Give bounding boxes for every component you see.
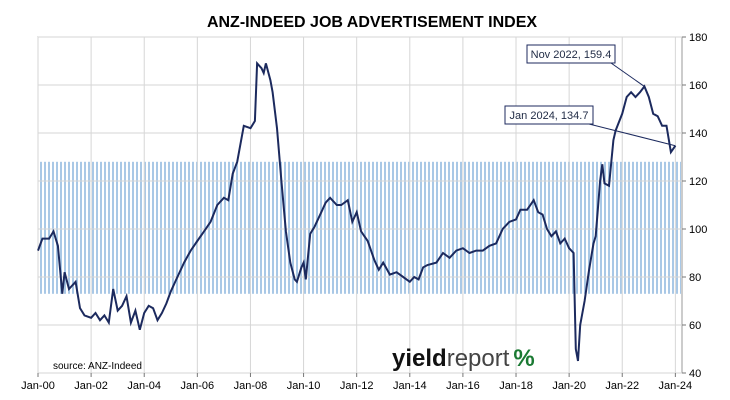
- x-tick-label: Jan-18: [499, 380, 533, 392]
- source-note: source: ANZ-Indeed: [53, 361, 142, 372]
- series-line: [37, 60, 677, 362]
- annotation-leader: [588, 123, 676, 147]
- annotation-label: Nov 2022, 159.4: [531, 49, 612, 61]
- x-tick-label: Jan-08: [234, 380, 268, 392]
- chart-title: ANZ-INDEED JOB ADVERTISEMENT INDEX: [207, 14, 537, 31]
- y-tick-label: 140: [689, 128, 707, 140]
- x-tick-label: Jan-16: [446, 380, 480, 392]
- y-tick-label: 180: [689, 32, 707, 44]
- annotation-box: [526, 44, 616, 64]
- y-tick-label: 160: [689, 80, 707, 92]
- annotation-callout: Nov 2022, 159.4: [526, 44, 645, 87]
- annotation-box: [504, 105, 594, 125]
- x-tick-label: Jan-06: [181, 380, 215, 392]
- y-tick-label: 80: [689, 272, 701, 284]
- annotations: Nov 2022, 159.4 Jan 2024, 134.7: [504, 44, 676, 147]
- x-tick-label: Jan-10: [287, 380, 321, 392]
- annotation-callout: Jan 2024, 134.7: [504, 105, 676, 147]
- y-axis-ticks: 40 60 80 100 120 140 160 180: [682, 32, 707, 380]
- x-tick-label: Jan-20: [552, 380, 586, 392]
- y-tick-label: 60: [689, 320, 701, 332]
- x-tick-label: Jan-04: [127, 380, 161, 392]
- x-tick-label: Jan-02: [74, 380, 108, 392]
- annotation-leader: [610, 62, 645, 87]
- x-tick-label: Jan-14: [393, 380, 427, 392]
- y-tick-label: 40: [689, 368, 701, 380]
- x-tick-label: Jan-22: [605, 380, 639, 392]
- x-axis-ticks: Jan-00 Jan-02 Jan-04 Jan-06 Jan-08 Jan-10 Jan-…: [21, 373, 692, 392]
- yieldreport-logo: yieldreport%: [392, 345, 535, 372]
- y-tick-label: 100: [689, 224, 707, 236]
- annotation-label: Jan 2024, 134.7: [510, 110, 589, 122]
- x-tick-label: Jan-12: [340, 380, 374, 392]
- x-tick-label: Jan-00: [21, 380, 55, 392]
- svg-text:yieldreport%: yieldreport%: [392, 345, 535, 372]
- y-tick-label: 120: [689, 176, 707, 188]
- x-tick-label: Jan-24: [659, 380, 693, 392]
